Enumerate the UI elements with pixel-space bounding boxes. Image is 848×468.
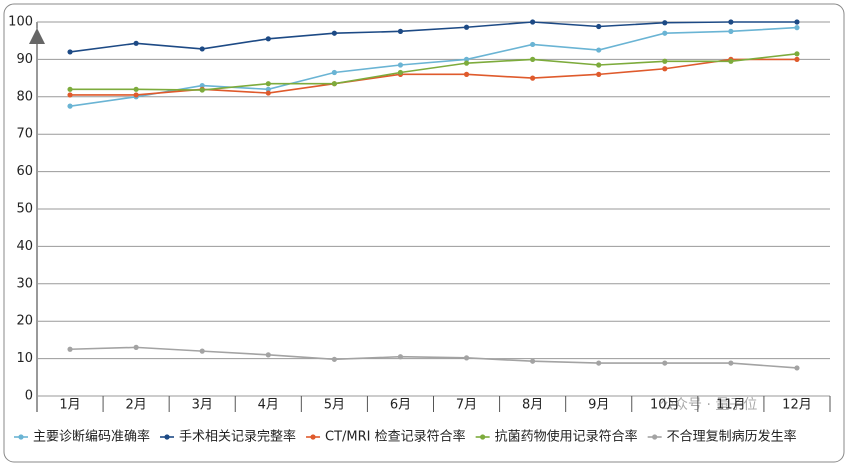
data-point (662, 360, 668, 366)
series-line (70, 52, 798, 91)
data-point (67, 49, 73, 55)
legend-dot (164, 434, 170, 440)
x-tick-label: 1月 (59, 398, 80, 413)
data-point (596, 47, 602, 53)
data-point (530, 358, 536, 364)
y-tick-label: 40 (16, 239, 33, 254)
data-point (728, 58, 734, 64)
legend-label: 抗菌药物使用记录符合率 (495, 429, 638, 445)
data-point (463, 24, 470, 30)
data-point (728, 360, 734, 366)
data-point (397, 69, 404, 76)
data-point (199, 348, 205, 354)
data-point (265, 90, 271, 96)
x-tick-label: 8月 (522, 398, 543, 413)
data-point (397, 28, 404, 34)
data-point (397, 354, 404, 360)
data-point (596, 23, 602, 30)
watermark: 公众号 · 量子位 (660, 397, 757, 413)
series-line (70, 346, 798, 369)
legend-label: 不合理复制病历发生率 (667, 429, 797, 445)
axis-arrow (29, 28, 45, 44)
y-tick-label: 0 (25, 389, 33, 404)
data-point (463, 355, 470, 361)
y-tick-label: 100 (8, 15, 33, 30)
data-point (265, 81, 271, 87)
data-point (662, 66, 668, 72)
y-tick-label: 60 (16, 164, 33, 179)
data-point (794, 51, 800, 57)
data-point (794, 25, 800, 31)
data-point (530, 41, 536, 48)
legend-dot (480, 434, 486, 440)
y-tick-label: 90 (16, 52, 33, 67)
x-tick-label: 10月 (650, 398, 680, 413)
data-point (133, 344, 139, 350)
data-point (530, 75, 536, 81)
data-point (662, 58, 668, 64)
data-point (596, 360, 602, 366)
data-point (596, 62, 602, 68)
data-point (662, 20, 668, 26)
x-tick-label: 11月 (716, 398, 746, 413)
data-point (331, 81, 337, 87)
data-point (199, 82, 205, 89)
data-point (530, 19, 536, 25)
y-tick-label: 10 (16, 351, 33, 366)
x-tick-label: 2月 (125, 398, 146, 413)
data-point (133, 86, 139, 92)
data-point (331, 30, 337, 36)
y-tick-label: 20 (16, 314, 33, 329)
data-point (133, 40, 139, 46)
data-point (728, 19, 734, 25)
y-tick-label: 70 (16, 127, 33, 142)
x-tick-label: 5月 (324, 398, 345, 413)
legend-dot (310, 434, 316, 440)
data-point (331, 356, 337, 362)
frame (3, 3, 845, 463)
data-point (331, 69, 337, 76)
data-point (397, 62, 404, 68)
y-tick-label: 80 (16, 89, 33, 104)
data-point (596, 71, 602, 77)
x-tick-label: 4月 (258, 398, 279, 413)
data-point (67, 92, 73, 98)
data-point (794, 56, 800, 63)
y-tick-label: 30 (16, 276, 33, 291)
data-point (728, 28, 734, 34)
data-point (794, 365, 800, 371)
legend-label: 手术相关记录完整率 (179, 429, 296, 445)
series-line (69, 26, 798, 107)
data-point (463, 60, 470, 66)
legend-label: CT/MRI 检查记录符合率 (325, 429, 466, 445)
data-point (67, 86, 73, 92)
x-tick-label: 6月 (390, 398, 411, 413)
data-point (265, 352, 271, 358)
x-tick-label: 3月 (192, 398, 213, 413)
data-point (67, 103, 73, 109)
data-point (67, 346, 73, 352)
legend-dot (18, 434, 24, 440)
x-tick-label: 9月 (588, 398, 609, 413)
data-point (199, 87, 205, 93)
legend-label: 主要诊断编码准确率 (33, 429, 150, 445)
data-point (530, 56, 536, 63)
x-tick-label: 7月 (456, 398, 477, 413)
data-point (133, 92, 139, 98)
data-point (265, 36, 271, 42)
data-point (794, 19, 800, 25)
data-point (265, 86, 271, 92)
y-tick-label: 50 (16, 202, 33, 217)
data-point (463, 71, 470, 77)
x-tick-label: 12月 (782, 398, 812, 413)
legend-dot (652, 434, 658, 440)
data-point (463, 56, 470, 63)
series-line (69, 21, 797, 53)
data-point (662, 30, 668, 36)
data-point (199, 46, 205, 52)
